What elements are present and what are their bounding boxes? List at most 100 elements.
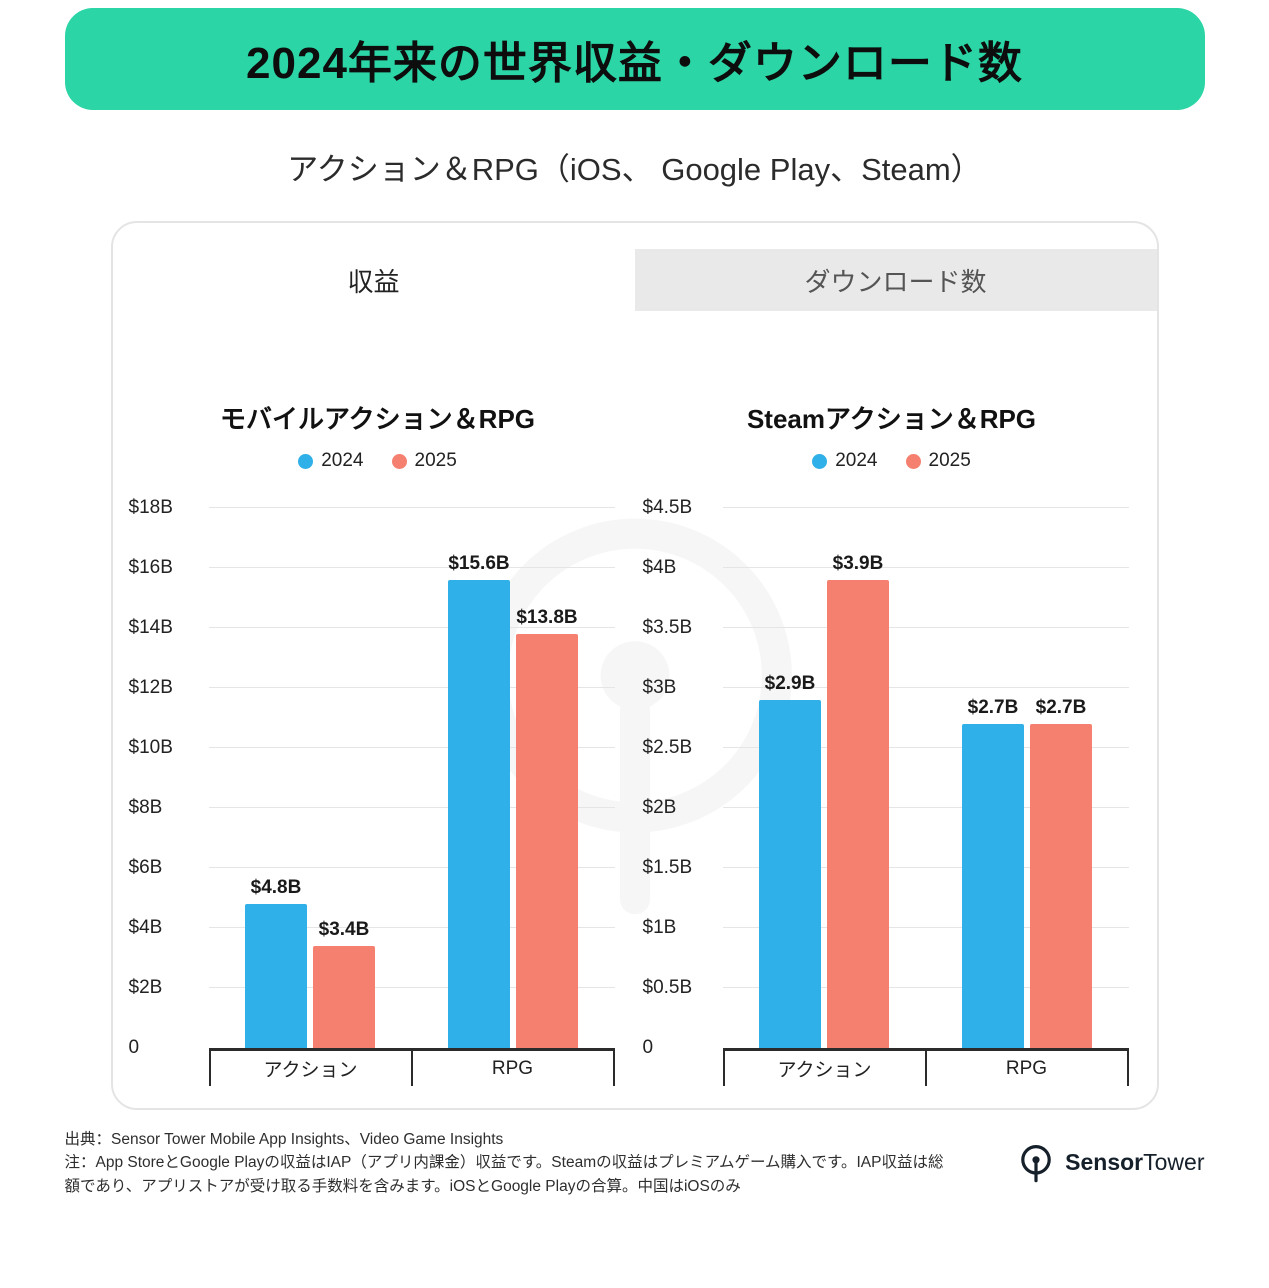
gridline <box>208 807 615 808</box>
gridline <box>208 567 615 568</box>
bar-group-アクション: $2.9B $3.9B <box>759 553 889 1048</box>
sensor-tower-logo: SensorTower <box>1016 1143 1205 1183</box>
legend: 2024 2025 <box>121 450 635 472</box>
gridline <box>208 747 615 748</box>
legend-label: 2025 <box>928 450 971 471</box>
plot-wrap: 0 $2B $4B $6B $8B $10B $12B $14B $16B $18B $4.8B $3… <box>129 497 615 1086</box>
x-axis-category: RPG <box>927 1051 1129 1086</box>
legend-item-2024: 2024 <box>812 450 878 472</box>
y-axis-tick-label: 0 <box>642 1037 654 1058</box>
note-line: 注：App StoreとGoogle Playの収益はIAP（アプリ内課金）収益… <box>64 1154 944 1195</box>
y-axis-tick-label: $12B <box>128 677 173 698</box>
sensor-tower-logo-text: SensorTower <box>1065 1149 1205 1176</box>
bar-2025-RPG <box>516 634 578 1048</box>
bar-wrap: $15.6B <box>448 553 510 1048</box>
y-axis-tick-label: $3.5B <box>642 617 693 638</box>
tab-revenue[interactable]: 収益 <box>112 249 635 311</box>
bar-value-label: $3.9B <box>832 553 884 574</box>
bar-wrap: $3.4B <box>313 919 375 1048</box>
y-axis-tick-label: $6B <box>128 857 163 878</box>
bar-wrap: $2.7B <box>1030 697 1092 1048</box>
y-axis-tick-label: $1.5B <box>642 857 693 878</box>
y-axis-tick-label: $16B <box>128 557 173 578</box>
legend-item-2025: 2025 <box>391 450 457 472</box>
gridline <box>208 927 615 928</box>
gridline <box>208 987 615 988</box>
chart-mobile-action-rpg: モバイルアクション＆RPG 2024 2025 0 $2B $4B $6B $8B $10B… <box>121 399 635 1086</box>
gridline <box>722 867 1129 868</box>
gridline <box>208 627 615 628</box>
chart-steam-action-rpg: Steamアクション＆RPG 2024 2025 0 $0.5B $1B $1.5B $2… <box>635 399 1149 1086</box>
x-axis-category: アクション <box>722 1051 927 1086</box>
bar-2024-アクション <box>245 904 307 1048</box>
legend-item-2025: 2025 <box>905 450 971 472</box>
y-axis-tick-label: $14B <box>128 617 173 638</box>
bar-value-label: $2.7B <box>1035 697 1087 718</box>
gridline <box>722 807 1129 808</box>
x-axis-category: RPG <box>413 1051 615 1086</box>
footer: 出典：Sensor Tower Mobile App Insights、Vide… <box>65 1128 1205 1198</box>
gridline <box>208 687 615 688</box>
page-subtitle: アクション＆RPG（iOS、 Google Play、Steam） <box>287 152 982 187</box>
y-axis-tick-label: $3B <box>642 677 677 698</box>
x-axis: アクション RPG <box>722 1048 1129 1086</box>
bar-value-label: $4.8B <box>250 877 302 898</box>
y-axis-tick-label: $2B <box>128 977 163 998</box>
y-axis-tick-label: $0.5B <box>642 977 693 998</box>
y-axis-tick-label: $10B <box>128 737 173 758</box>
bar-group-アクション: $4.8B $3.4B <box>245 877 375 1048</box>
gridline <box>208 507 615 508</box>
bar-group-RPG: $15.6B $13.8B <box>448 553 578 1048</box>
gridline <box>722 987 1129 988</box>
chart-title: Steamアクション＆RPG <box>746 404 1037 434</box>
plot-area: 0 $2B $4B $6B $8B $10B $12B $14B $16B $18B $4.8B $3… <box>129 497 615 1058</box>
x-axis: アクション RPG <box>208 1048 615 1086</box>
plot-wrap: 0 $0.5B $1B $1.5B $2B $2.5B $3B $3.5B $4B $4.5B $2… <box>643 497 1129 1086</box>
bar-2025-アクション <box>313 946 375 1048</box>
charts-row: モバイルアクション＆RPG 2024 2025 0 $2B $4B $6B $8B $10B… <box>113 399 1157 1086</box>
gridline <box>722 687 1129 688</box>
gridline <box>722 627 1129 628</box>
bar-group-RPG: $2.7B $2.7B <box>962 697 1092 1048</box>
y-axis-tick-label: $2B <box>642 797 677 818</box>
legend-label: 2024 <box>321 450 364 471</box>
y-axis-tick-label: 0 <box>128 1037 140 1058</box>
bar-2024-RPG <box>448 580 510 1048</box>
legend-dot <box>812 453 828 469</box>
y-axis-tick-label: $2.5B <box>642 737 693 758</box>
bar-2025-アクション <box>827 580 889 1048</box>
bar-wrap: $4.8B <box>245 877 307 1048</box>
gridline <box>722 927 1129 928</box>
gridline <box>722 747 1129 748</box>
page-title: 2024年来の世界収益・ダウンロード数 <box>246 39 1023 88</box>
y-axis-tick-label: $8B <box>128 797 163 818</box>
gridline <box>722 507 1129 508</box>
gridline <box>208 867 615 868</box>
bar-2025-RPG <box>1030 724 1092 1048</box>
bar-2024-RPG <box>962 724 1024 1048</box>
legend-label: 2025 <box>414 450 457 471</box>
footnotes: 出典：Sensor Tower Mobile App Insights、Vide… <box>65 1128 945 1198</box>
legend-dot <box>905 453 921 469</box>
bar-wrap: $2.9B <box>759 673 821 1048</box>
tab-downloads[interactable]: ダウンロード数 <box>634 249 1157 311</box>
legend-label: 2024 <box>835 450 878 471</box>
y-axis-tick-label: $4B <box>642 557 677 578</box>
bar-value-label: $2.7B <box>967 697 1019 718</box>
chart-title: モバイルアクション＆RPG <box>219 404 536 434</box>
source-line: 出典：Sensor Tower Mobile App Insights、Vide… <box>64 1131 504 1148</box>
y-axis-tick-label: $4.5B <box>642 497 693 518</box>
tab-bar: 収益 ダウンロード数 <box>112 249 1157 311</box>
bar-value-label: $13.8B <box>516 607 578 628</box>
plot-area: 0 $0.5B $1B $1.5B $2B $2.5B $3B $3.5B $4B $4.5B $2… <box>643 497 1129 1058</box>
legend-dot <box>298 453 314 469</box>
bar-2024-アクション <box>759 700 821 1048</box>
bar-value-label: $3.4B <box>318 919 370 940</box>
legend-dot <box>391 453 407 469</box>
gridline <box>722 567 1129 568</box>
legend: 2024 2025 <box>635 450 1149 472</box>
y-axis-tick-label: $4B <box>128 917 163 938</box>
x-axis-category: アクション <box>208 1051 413 1086</box>
bar-wrap: $2.7B <box>962 697 1024 1048</box>
y-axis-tick-label: $1B <box>642 917 677 938</box>
